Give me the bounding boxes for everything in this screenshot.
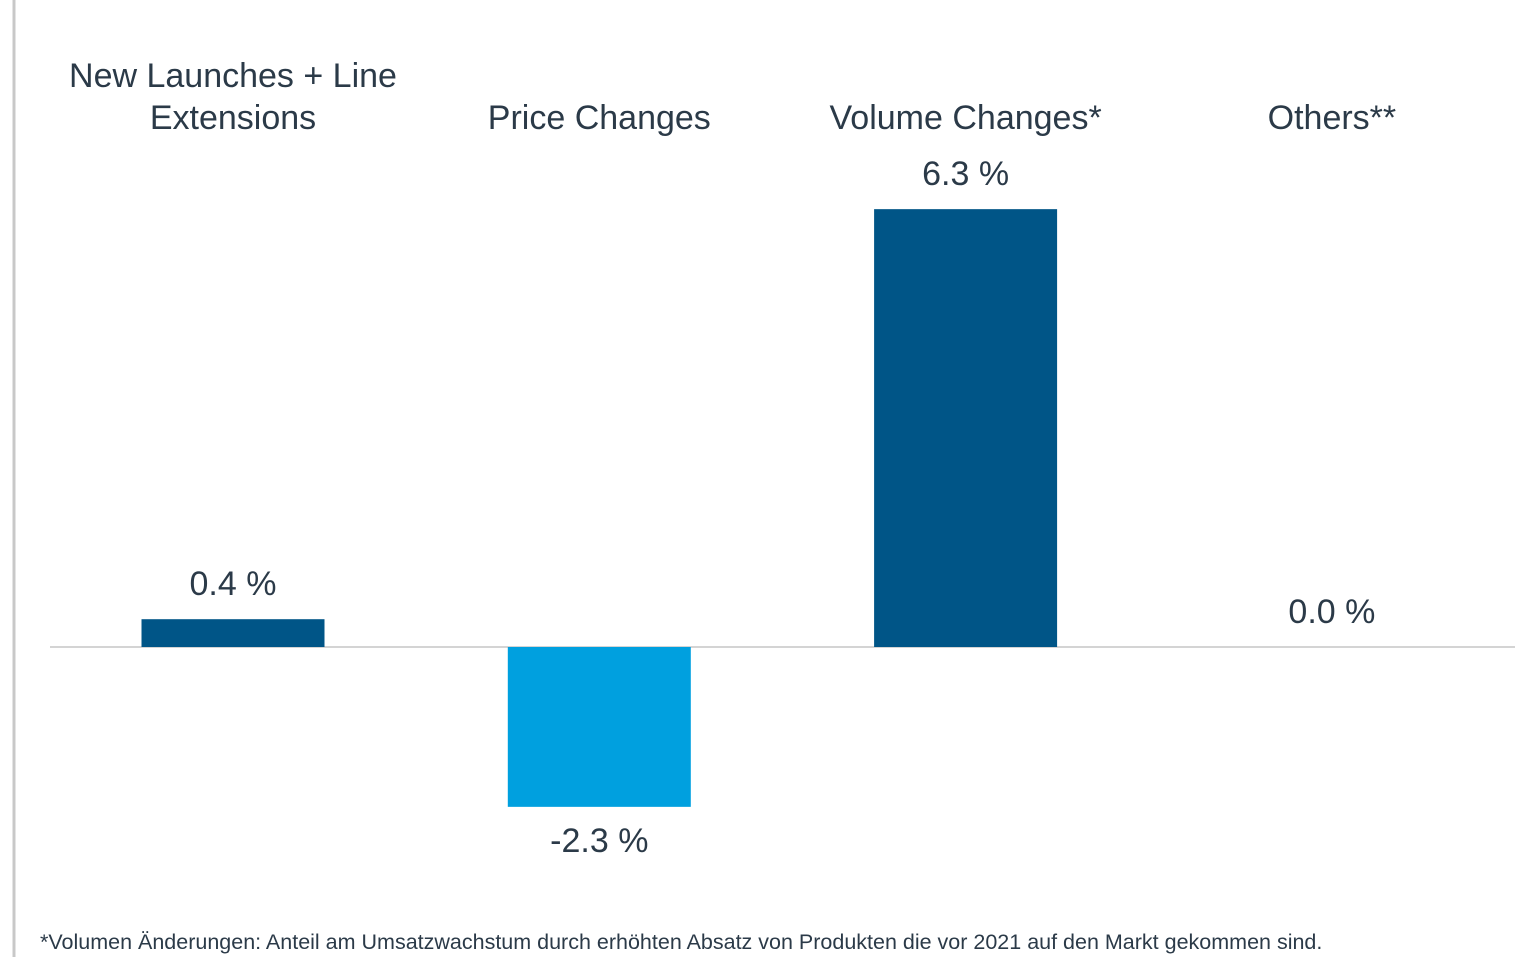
category-label: New Launches + Line Extensions bbox=[69, 57, 397, 137]
footnote: *Volumen Änderungen: Anteil am Umsatzwac… bbox=[40, 930, 1323, 954]
category-label: Volume Changes* bbox=[829, 99, 1102, 137]
value-label: 0.0 % bbox=[1288, 593, 1375, 631]
bar bbox=[507, 647, 691, 807]
value-label: -2.3 % bbox=[550, 822, 648, 860]
category-label: Price Changes bbox=[487, 99, 711, 137]
value-label: 6.3 % bbox=[922, 155, 1009, 193]
category-label: Others** bbox=[1267, 99, 1397, 137]
bar bbox=[874, 209, 1058, 647]
bar bbox=[141, 619, 325, 647]
value-label: 0.4 % bbox=[190, 565, 277, 603]
